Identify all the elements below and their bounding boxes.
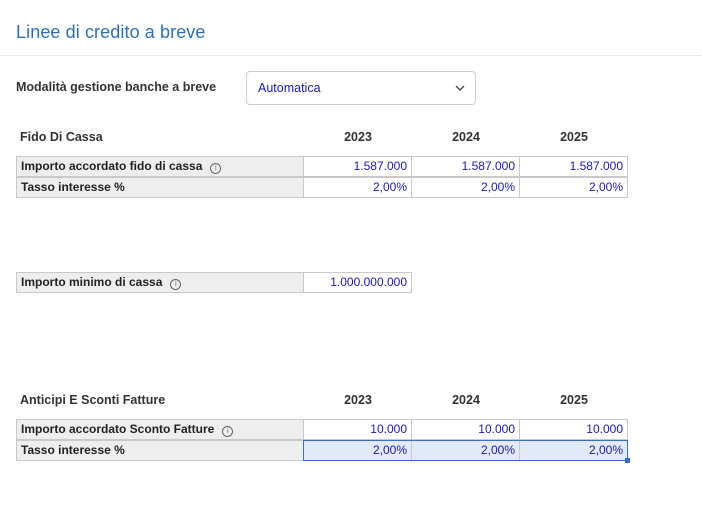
page-title: Linee di credito a breve [16, 22, 206, 42]
anticipi-heading: Anticipi E Sconti Fatture [20, 393, 166, 407]
anticipi-year-2024: 2024 [452, 393, 480, 407]
value-cell-selected[interactable]: 2,00% [411, 440, 520, 461]
fido-year-2023: 2023 [344, 130, 372, 144]
title-divider [0, 55, 702, 56]
value-cell[interactable]: 1.587.000 [411, 156, 520, 177]
value-cell[interactable]: 10.000 [411, 419, 520, 440]
value-cell[interactable]: 10.000 [519, 419, 628, 440]
row-label-text: Importo accordato fido di cassa [21, 159, 203, 173]
row-label: Tasso interesse % [16, 440, 304, 461]
row-label: Tasso interesse % [16, 177, 304, 198]
value-cell[interactable]: 1.587.000 [519, 156, 628, 177]
fido-year-2024: 2024 [452, 130, 480, 144]
row-label-text: Importo accordato Sconto Fatture [21, 422, 215, 436]
row-label: Importo accordato Sconto Fatture i [16, 419, 304, 440]
min-cash-label: Importo minimo di cassa i [16, 272, 304, 293]
value-cell[interactable]: 1.587.000 [303, 156, 412, 177]
mode-select-value: Automatica [258, 81, 321, 95]
value-cell[interactable]: 10.000 [303, 419, 412, 440]
min-cash-value[interactable]: 1.000.000.000 [303, 272, 412, 293]
value-cell[interactable]: 2,00% [303, 177, 412, 198]
mode-select[interactable]: Automatica [246, 71, 476, 105]
fido-year-2025: 2025 [560, 130, 588, 144]
value-cell[interactable]: 2,00% [519, 177, 628, 198]
min-cash-label-text: Importo minimo di cassa [21, 275, 163, 289]
info-icon[interactable]: i [222, 426, 234, 437]
anticipi-year-2025: 2025 [560, 393, 588, 407]
chevron-down-icon [455, 85, 465, 91]
mode-label: Modalità gestione banche a breve [16, 80, 217, 94]
info-icon[interactable]: i [170, 279, 182, 290]
fill-handle[interactable] [625, 458, 630, 463]
value-cell-active[interactable]: 2,00% [303, 440, 412, 461]
value-cell-selected[interactable]: 2,00% [519, 440, 628, 461]
value-cell[interactable]: 2,00% [411, 177, 520, 198]
fido-heading: Fido Di Cassa [20, 130, 103, 144]
anticipi-year-2023: 2023 [344, 393, 372, 407]
row-label: Importo accordato fido di cassa i [16, 156, 304, 177]
info-icon[interactable]: i [210, 163, 222, 174]
